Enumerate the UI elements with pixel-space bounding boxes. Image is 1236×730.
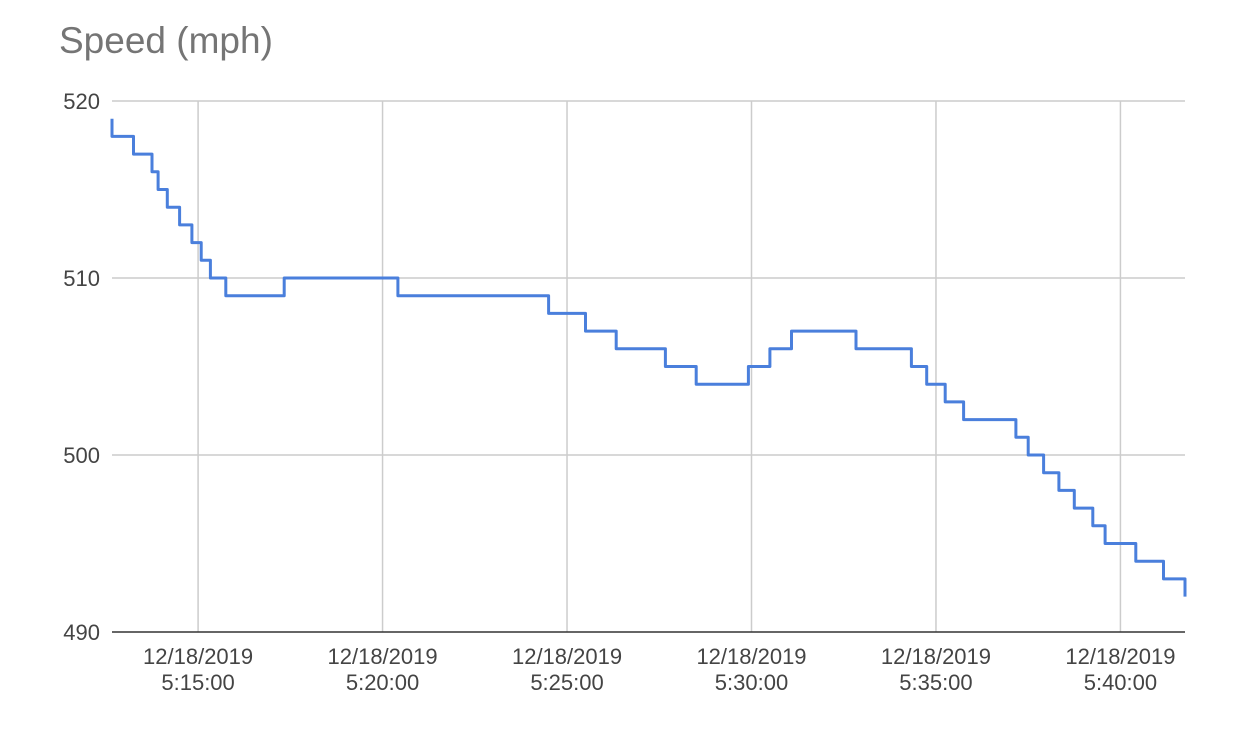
y-tick-label: 510	[63, 266, 100, 291]
x-tick-label-time: 5:35:00	[899, 670, 972, 695]
x-tick-label-date: 12/18/2019	[143, 644, 253, 669]
x-tick-label-time: 5:20:00	[346, 670, 419, 695]
x-tick-label-date: 12/18/2019	[881, 644, 991, 669]
x-tick-label-time: 5:15:00	[161, 670, 234, 695]
chart-title: Speed (mph)	[59, 20, 273, 61]
x-tick-label-date: 12/18/2019	[328, 644, 438, 669]
speed-series-line	[110, 118, 1187, 597]
gridlines	[112, 100, 1185, 632]
x-tick-label-date: 12/18/2019	[1065, 644, 1175, 669]
y-tick-label: 500	[63, 443, 100, 468]
x-tick-label-date: 12/18/2019	[512, 644, 622, 669]
y-tick-label: 520	[63, 89, 100, 114]
x-tick-label-time: 5:25:00	[530, 670, 603, 695]
series	[110, 118, 1187, 597]
x-tick-label-date: 12/18/2019	[696, 644, 806, 669]
x-tick-label-time: 5:30:00	[715, 670, 788, 695]
y-tick-label: 490	[63, 620, 100, 645]
x-tick-label-time: 5:40:00	[1084, 670, 1157, 695]
tick-labels: 49050051052012/18/20195:15:0012/18/20195…	[63, 89, 1175, 695]
